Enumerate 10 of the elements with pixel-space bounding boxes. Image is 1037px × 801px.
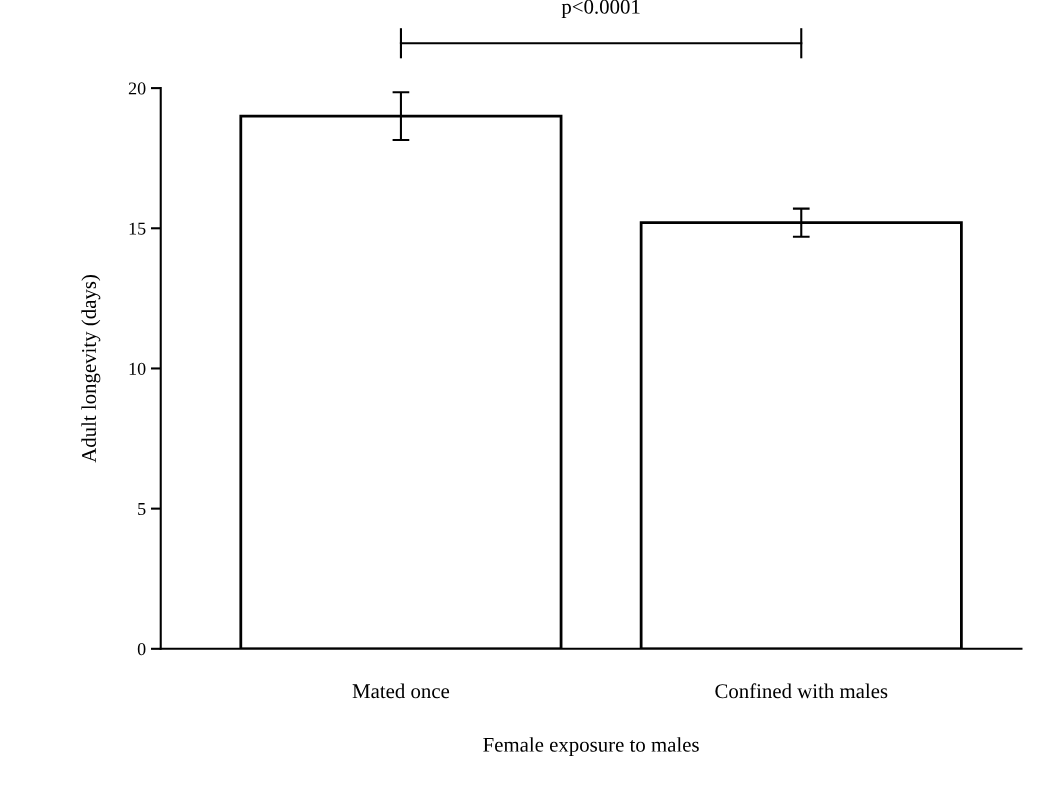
x-tick-label: Mated once (352, 683, 450, 699)
y-tick-label: 10 (129, 362, 146, 375)
y-axis-title: Adult longevity (days) (81, 275, 101, 463)
x-tick-label: Confined with males (715, 683, 888, 699)
y-tick-label: 0 (137, 643, 146, 656)
y-tick-label: 15 (129, 222, 146, 235)
text: p<0.0001 (561, 0, 640, 19)
y-tick-label: 5 (138, 503, 146, 516)
y-tick-label: 20 (128, 82, 146, 95)
x-axis-title: Female exposure to males (483, 737, 699, 757)
